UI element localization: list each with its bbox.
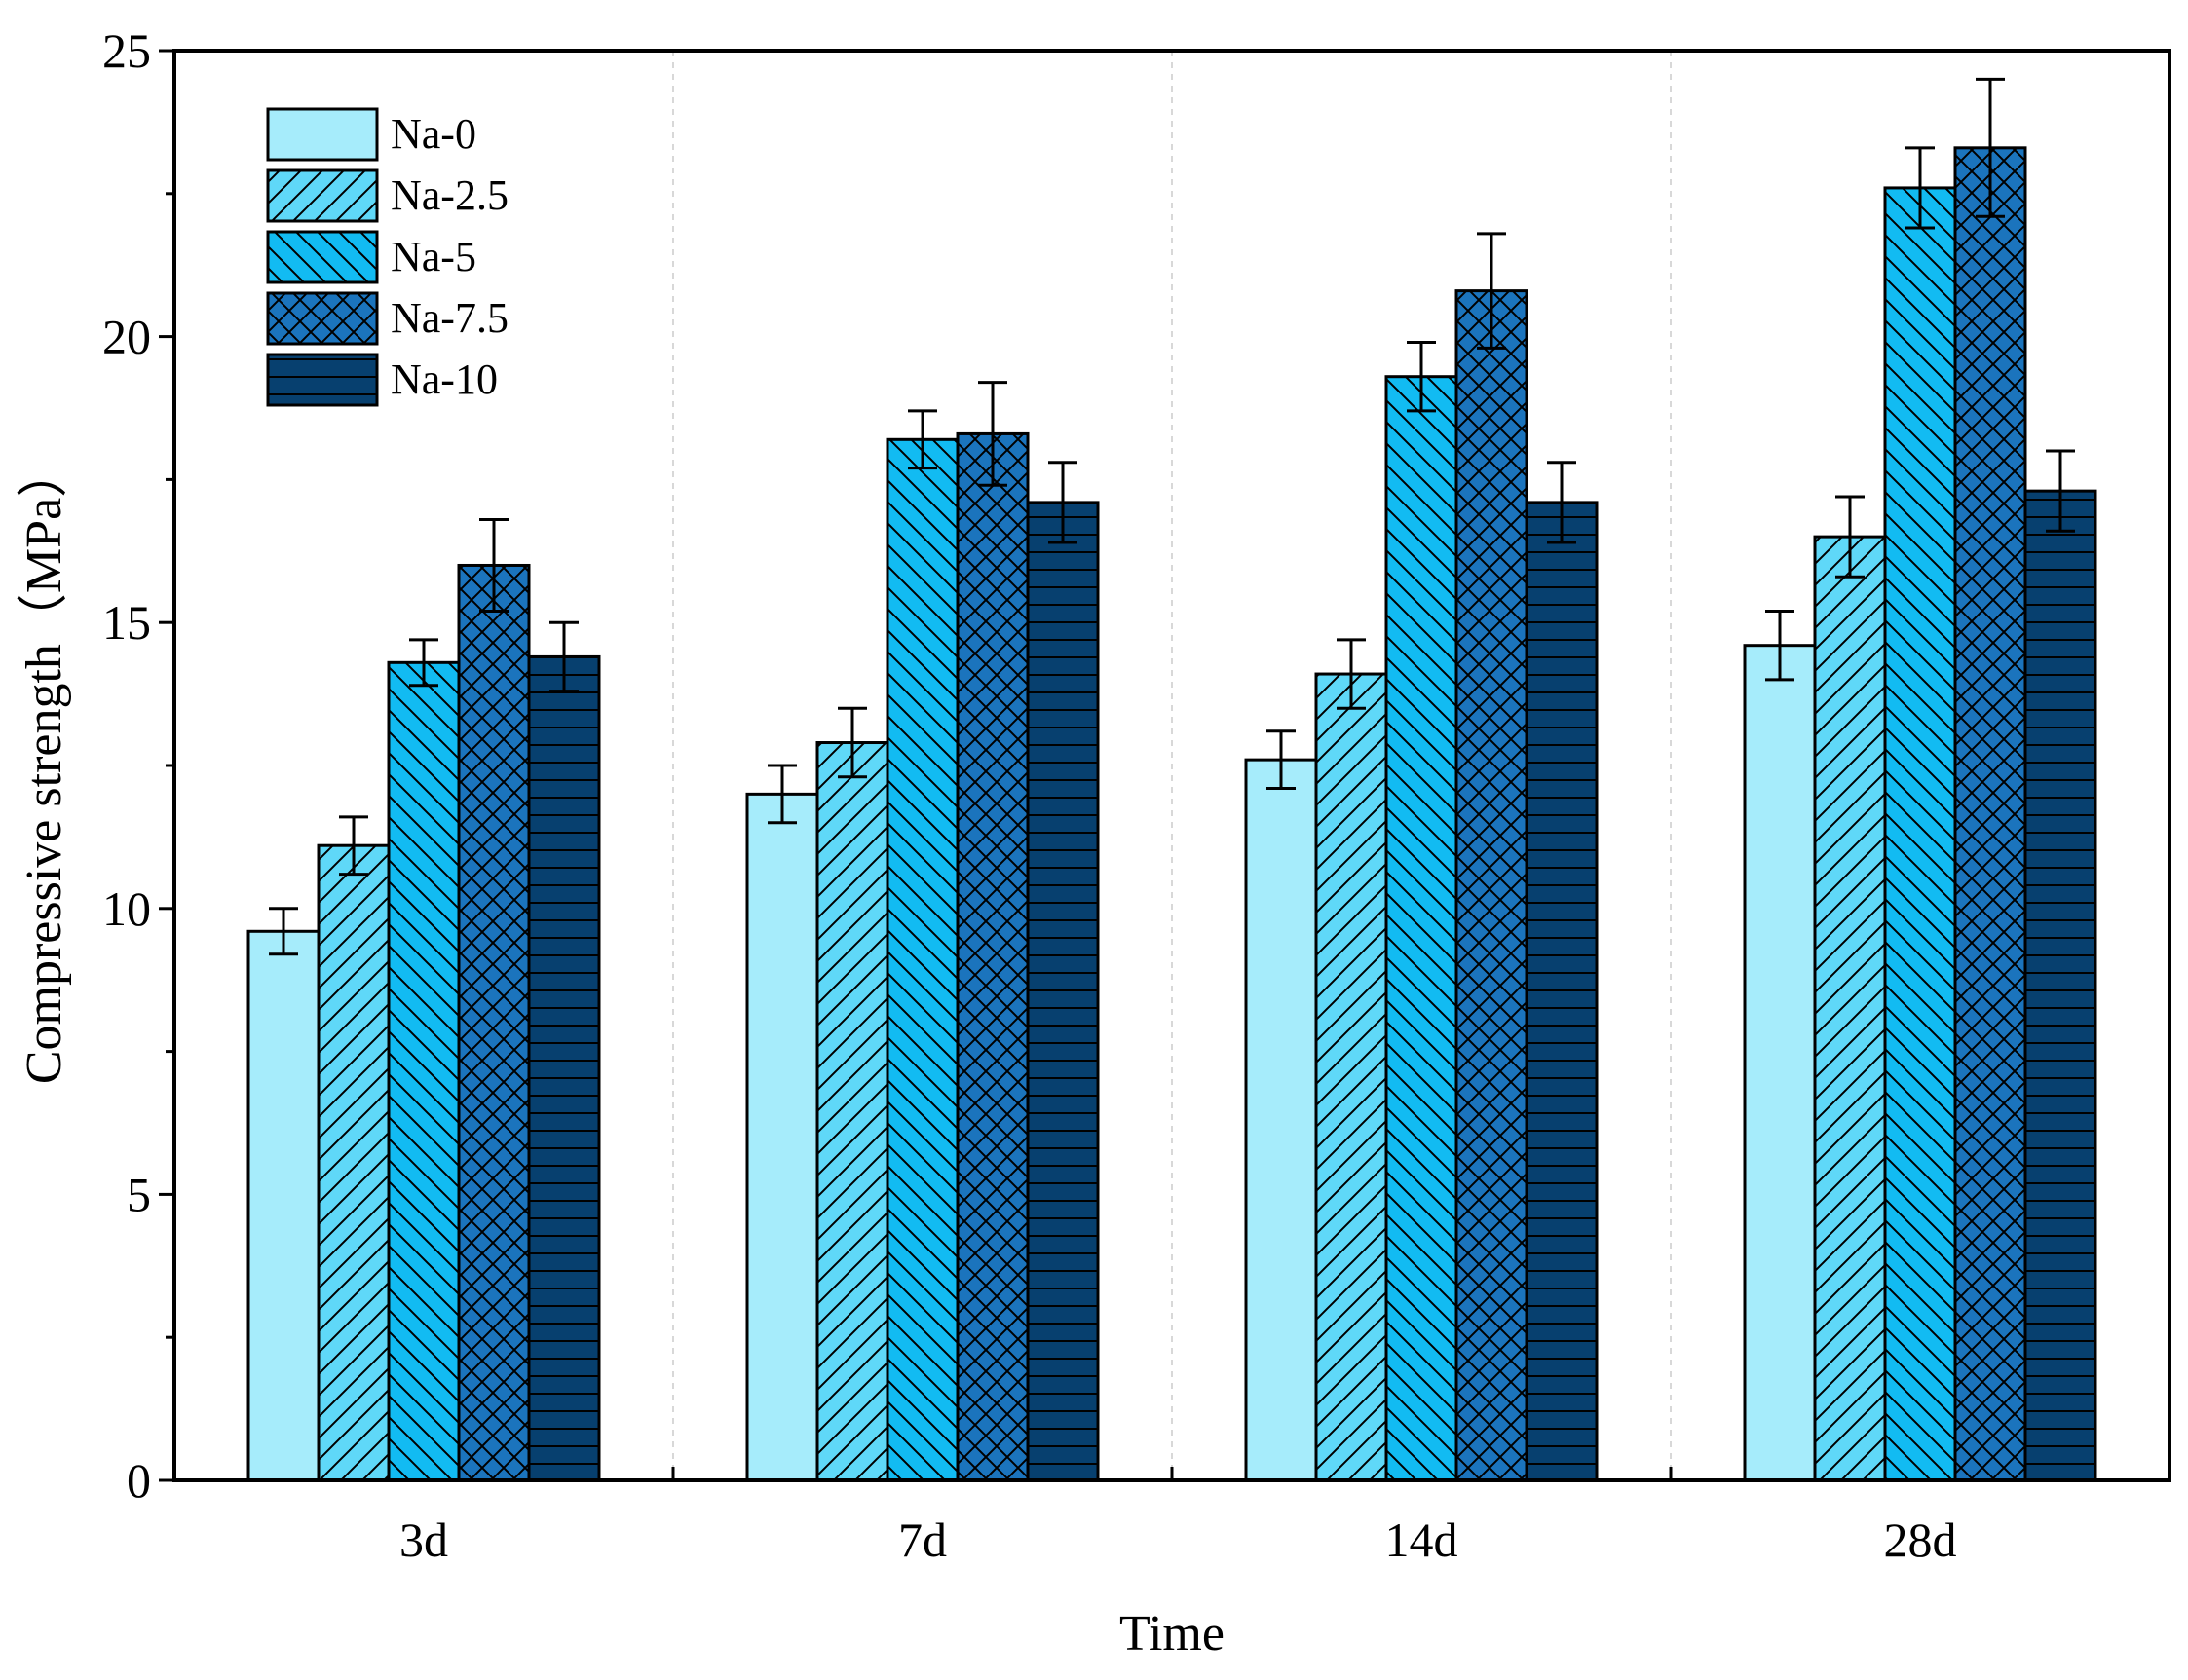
y-tick-label: 25 bbox=[102, 23, 151, 78]
legend-swatch-pattern bbox=[268, 355, 377, 405]
legend-swatch-outline bbox=[266, 230, 379, 284]
grid-separators bbox=[672, 51, 1672, 1480]
bar-pattern bbox=[1316, 674, 1386, 1480]
legend-swatch-outline bbox=[266, 168, 379, 223]
bar-pattern bbox=[1955, 147, 2025, 1481]
bar-pattern bbox=[1885, 187, 1955, 1481]
x-tick-label: 28d bbox=[1884, 1512, 1957, 1567]
legend-swatch-pattern bbox=[268, 293, 377, 344]
bar-pattern bbox=[1815, 537, 1885, 1480]
y-tick-label: 5 bbox=[127, 1167, 151, 1221]
legend-label: Na-7.5 bbox=[391, 294, 509, 342]
y-tick-label: 10 bbox=[102, 881, 151, 936]
legend-swatch-outline bbox=[266, 353, 379, 407]
axis-ticks bbox=[159, 49, 1673, 1482]
bar-pattern bbox=[389, 662, 459, 1480]
bar bbox=[248, 931, 319, 1480]
bar-pattern bbox=[1028, 502, 1098, 1480]
legend-swatch bbox=[268, 109, 377, 160]
x-axis-title: Time bbox=[1119, 1606, 1225, 1661]
y-tick-label: 15 bbox=[102, 595, 151, 650]
legend: Na-0 Na-2.5 Na-5 Na-7.5 Na-10 bbox=[266, 107, 509, 407]
legend-swatch-outline bbox=[266, 107, 379, 162]
bars bbox=[246, 146, 2097, 1482]
bar-pattern bbox=[887, 439, 958, 1480]
legend-swatch-pattern bbox=[268, 170, 377, 221]
bar-pattern bbox=[319, 845, 389, 1480]
x-tick-label: 3d bbox=[399, 1512, 448, 1567]
legend-label: Na-10 bbox=[391, 355, 498, 403]
bar-pattern bbox=[459, 565, 529, 1480]
bar-pattern bbox=[958, 433, 1028, 1480]
y-axis-title: Compressive strength（MPa） bbox=[17, 447, 72, 1084]
bar bbox=[1246, 760, 1316, 1480]
legend-label: Na-5 bbox=[391, 233, 476, 280]
x-tick-label: 14d bbox=[1385, 1512, 1458, 1567]
x-tick-labels: 3d 7d 14d 28d bbox=[399, 1512, 1957, 1567]
error-bars bbox=[269, 77, 2075, 956]
bar-pattern bbox=[2025, 491, 2095, 1480]
y-tick-label: 20 bbox=[102, 310, 151, 364]
legend-label: Na-0 bbox=[391, 110, 476, 158]
legend-label: Na-2.5 bbox=[391, 171, 509, 219]
bar-pattern bbox=[1527, 502, 1597, 1480]
bar-pattern bbox=[1386, 376, 1456, 1481]
bar-pattern bbox=[529, 656, 599, 1480]
bar bbox=[1745, 645, 1815, 1480]
legend-swatch-pattern bbox=[268, 232, 377, 282]
y-tick-label: 0 bbox=[127, 1453, 151, 1508]
bar-pattern bbox=[817, 742, 887, 1480]
x-tick-label: 7d bbox=[898, 1512, 947, 1567]
legend-swatch-outline bbox=[266, 291, 379, 346]
y-tick-labels: 0 5 10 15 20 25 bbox=[102, 23, 151, 1508]
bar bbox=[747, 794, 817, 1480]
bar-pattern bbox=[1456, 290, 1527, 1480]
